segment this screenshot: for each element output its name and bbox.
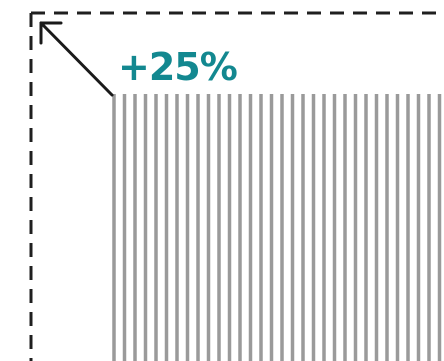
increase-percentage-label: +25%: [118, 45, 238, 89]
expand-diagonal-arrow-icon: [39, 21, 114, 97]
dashed-expanded-frame: [29, 11, 444, 361]
arrow-head: [39, 21, 63, 45]
arrow-shaft: [39, 21, 114, 97]
striped-original-area: [112, 94, 442, 361]
